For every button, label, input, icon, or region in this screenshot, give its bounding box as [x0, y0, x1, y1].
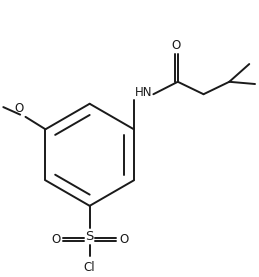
- Text: S: S: [85, 230, 94, 243]
- Text: Cl: Cl: [84, 261, 96, 274]
- Text: O: O: [171, 39, 181, 52]
- Text: O: O: [15, 102, 24, 115]
- Text: O: O: [51, 233, 60, 246]
- Text: methoxy: methoxy: [1, 105, 7, 106]
- Text: O: O: [119, 233, 128, 246]
- Text: HN: HN: [135, 86, 152, 99]
